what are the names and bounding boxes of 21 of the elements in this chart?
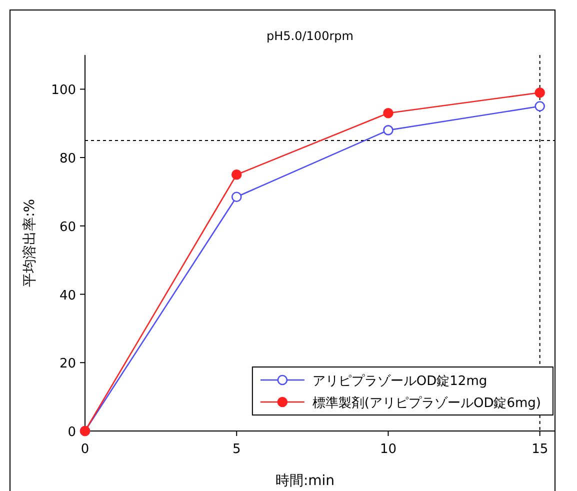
point	[534, 87, 545, 98]
y-tick-label: 20	[59, 356, 76, 372]
y-tick-label: 80	[59, 152, 76, 167]
x-tick-label: 15	[532, 442, 548, 457]
point	[383, 125, 394, 136]
x-tick-label: 10	[380, 442, 396, 457]
x-axis-title: 時間:min	[275, 473, 335, 489]
point	[231, 169, 242, 180]
point	[383, 108, 394, 118]
y-tick-label: 100	[51, 83, 76, 98]
legend-label: 標準製剤(アリピプラゾールOD錠6mg)	[312, 396, 541, 411]
point	[534, 101, 545, 112]
y-tick-label: 40	[59, 288, 76, 304]
x-tick-label: 5	[232, 442, 241, 457]
y-axis-title: 平均溶出率:%	[22, 198, 38, 288]
y-tick-label: 0	[68, 425, 76, 440]
point	[231, 192, 242, 202]
legend-label: アリピプラゾールOD錠12mg	[312, 374, 488, 389]
y-tick-label: 60	[59, 220, 76, 235]
chart-title: pH5.0/100rpm	[266, 29, 354, 43]
x-tick-label: 0	[80, 442, 90, 457]
